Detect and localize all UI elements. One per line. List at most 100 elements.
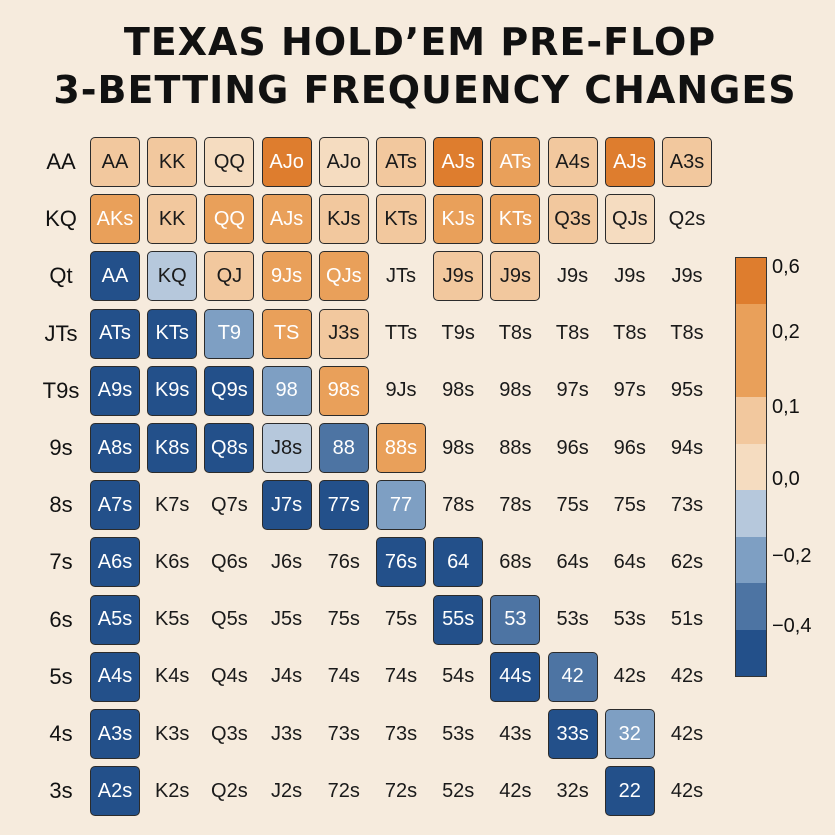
heatmap-cell: QJs <box>318 251 369 302</box>
heatmap-cell: T9 <box>204 308 255 359</box>
heatmap-cell: KJs <box>433 194 484 245</box>
heatmap-cell: KTs <box>147 308 198 359</box>
heatmap-cell: J7s <box>261 480 312 531</box>
heatmap-cell: 42s <box>499 779 532 802</box>
heatmap-cell: 62s <box>670 550 704 573</box>
heatmap-cell: AJs <box>433 137 484 187</box>
heatmap-cell: 88s <box>376 423 426 473</box>
heatmap-cell: J9s <box>490 251 541 302</box>
heatmap-cell: Q4s <box>211 665 248 688</box>
chart-title-line-2: 3-BETTING FREQUENCY CHANGES <box>53 68 797 112</box>
colorbar-segment <box>736 304 766 351</box>
row-label: 3s <box>49 778 73 804</box>
heatmap-cell: 55s <box>433 594 484 645</box>
heatmap-cell: JTs <box>386 264 416 287</box>
heatmap-cell: KTs <box>490 194 541 245</box>
heatmap-cell: 33s <box>547 709 598 759</box>
heatmap-cell: KQ <box>147 251 198 302</box>
heatmap-cell: 98 <box>261 365 312 416</box>
heatmap-cell: 32s <box>556 779 589 802</box>
heatmap-cell: 68s <box>499 550 532 573</box>
heatmap-cell: KJs <box>318 194 369 245</box>
heatmap-cell: ATs <box>490 137 541 187</box>
heatmap-cell: 97s <box>556 379 589 402</box>
heatmap-cell: KTs <box>376 194 426 245</box>
heatmap-cell: K4s <box>154 665 190 688</box>
colorbar-segment <box>736 583 766 630</box>
row-label: 8s <box>49 492 73 518</box>
heatmap-cell: J6s <box>271 550 303 573</box>
heatmap-cell: 77 <box>376 480 426 531</box>
heatmap-cell: K2s <box>154 779 190 802</box>
heatmap-cell: AKs <box>90 194 140 245</box>
heatmap-cell: 53 <box>490 594 541 645</box>
heatmap-cell: J9s <box>433 251 484 302</box>
heatmap-cell: Q3s <box>547 194 598 245</box>
heatmap-cell: QJs <box>604 194 655 245</box>
heatmap-cell: Q5s <box>211 608 248 631</box>
heatmap-cell: 72s <box>384 779 418 802</box>
heatmap-cell: AA <box>90 137 140 187</box>
colorbar-segment <box>736 258 766 305</box>
heatmap-cell: AA <box>90 251 140 302</box>
heatmap-cell: 78s <box>442 493 475 516</box>
heatmap-cell: 42s <box>670 722 704 745</box>
heatmap-cell: 94s <box>670 436 704 459</box>
heatmap-cell: 88s <box>499 436 532 459</box>
heatmap-cell: 88 <box>318 423 369 473</box>
heatmap-cell: AJo <box>261 137 312 187</box>
heatmap-cell: 54s <box>442 665 475 688</box>
heatmap-cell: 22 <box>604 766 655 817</box>
heatmap-cell: Q3s <box>211 722 248 745</box>
heatmap-cell: 64 <box>433 537 484 588</box>
heatmap-cell: ATs <box>90 308 140 359</box>
heatmap-cell: TTs <box>384 322 418 345</box>
heatmap-cell: 74s <box>327 665 360 688</box>
heatmap-cell: A8s <box>90 423 140 473</box>
heatmap-cell: T8s <box>555 322 590 345</box>
colorbar-tick-label: 0,0 <box>772 468 800 490</box>
heatmap-cell: QQ <box>204 194 255 245</box>
heatmap-cell: 78s <box>499 493 532 516</box>
heatmap-cell: A6s <box>90 537 140 588</box>
heatmap-cell: A3s <box>662 137 712 187</box>
heatmap-cell: 98s <box>442 436 475 459</box>
row-label: T9s <box>42 377 80 403</box>
row-label: 6s <box>49 606 73 632</box>
heatmap-cell: J4s <box>271 665 303 688</box>
heatmap-cell: T9s <box>441 322 475 345</box>
row-label: KQ <box>45 206 77 232</box>
colorbar-tick-label: 0,6 <box>772 256 800 278</box>
heatmap-cell: T8s <box>613 322 647 345</box>
heatmap-cell: 97s <box>613 379 646 402</box>
heatmap-cell: A4s <box>90 651 140 702</box>
heatmap-cell: 75s <box>384 608 418 631</box>
heatmap-cell: Q7s <box>211 493 248 516</box>
chart-title-line-1: TEXAS HOLD’EM PRE-FLOP <box>123 20 717 64</box>
heatmap-cell: 64s <box>556 550 589 573</box>
heatmap-cell: 9Js <box>385 379 417 402</box>
heatmap-cell: Q8s <box>204 423 255 473</box>
heatmap-cell: J9s <box>557 264 589 287</box>
colorbar-segment <box>736 350 766 398</box>
heatmap-cell: 44s <box>490 651 541 702</box>
heatmap-cell: J5s <box>271 608 303 631</box>
heatmap-cell: 95s <box>670 379 704 402</box>
heatmap-cell: 75s <box>327 608 360 631</box>
heatmap-cell: 32 <box>604 709 655 759</box>
heatmap-cell: J8s <box>261 423 312 473</box>
heatmap-cell: KK <box>147 194 198 245</box>
row-label: 5s <box>49 663 73 689</box>
heatmap-cell: A3s <box>90 709 140 759</box>
heatmap-cell: 73s <box>670 493 704 516</box>
colorbar-segment <box>736 490 766 537</box>
row-label: 4s <box>49 721 73 746</box>
colorbar-segment <box>736 536 766 584</box>
row-label: 7s <box>49 549 73 575</box>
heatmap-cell: Q2s <box>668 207 706 230</box>
heatmap-cell: 9Js <box>261 251 312 302</box>
colorbar-segment <box>736 397 766 444</box>
heatmap-cell: ATs <box>376 137 426 187</box>
colorbar-tick-label: −0,2 <box>772 545 812 567</box>
heatmap-cell: 42s <box>670 665 704 688</box>
